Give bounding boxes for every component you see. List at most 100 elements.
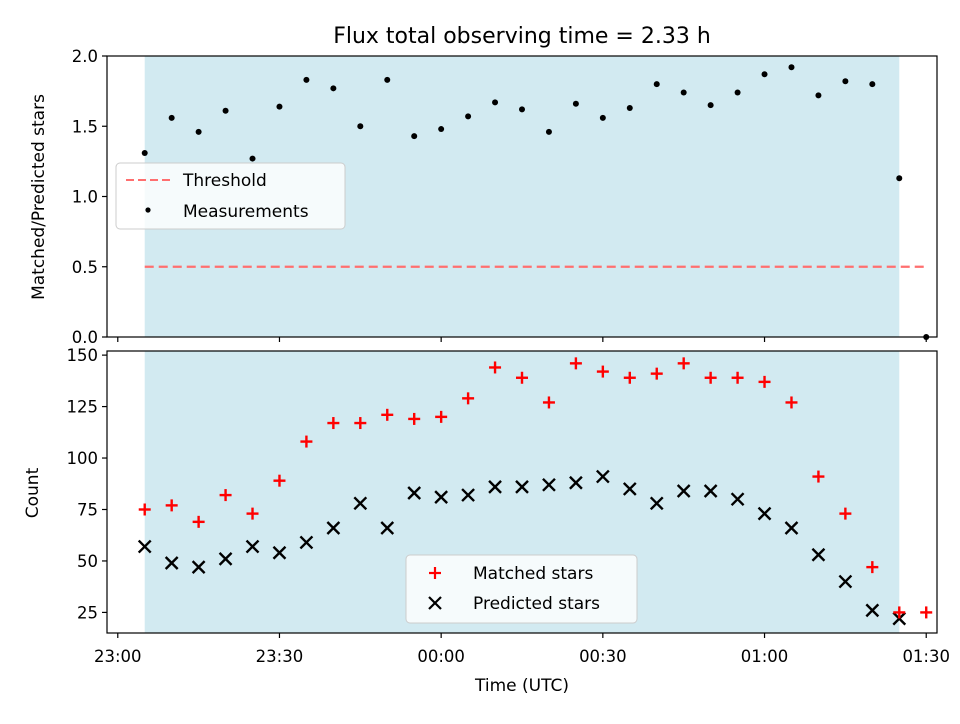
measurement-point — [842, 78, 849, 85]
predicted-star-point — [164, 556, 179, 570]
predicted-star-point — [865, 603, 880, 618]
top-x-ticks — [117, 337, 927, 342]
predicted-star-point — [380, 521, 395, 535]
legend-measurements-label: Measurements — [183, 202, 309, 222]
legend-threshold-label: Threshold — [182, 171, 267, 191]
top-y-ticks: 0.0 0.5 1.0 1.5 2.0 — [72, 47, 107, 347]
predicted-star-point — [326, 521, 341, 535]
matched-star-point — [839, 507, 852, 520]
matched-star-point — [542, 396, 555, 409]
predicted-star-point — [461, 488, 475, 502]
measurement-point — [815, 92, 822, 99]
top-y-tick-label: 1.5 — [72, 117, 98, 136]
measurement-point — [653, 81, 660, 88]
bottom-marks — [137, 357, 933, 626]
matched-star-point — [677, 357, 690, 370]
measurement-point — [869, 81, 876, 88]
predicted-star-point — [218, 552, 233, 566]
legend-matched-swatch — [429, 567, 441, 579]
top-y-axis-label: Matched/Predicted stars — [29, 94, 49, 300]
legend-predicted-label: Predicted stars — [473, 594, 600, 614]
bottom-axes-frame — [106, 350, 938, 634]
matched-star-point — [246, 507, 259, 520]
bottom-y-tick-label: 50 — [77, 552, 98, 571]
bottom-x-tick-label: 23:30 — [256, 647, 304, 666]
measurement-point — [303, 76, 310, 83]
measurement-point — [168, 114, 175, 121]
bottom-x-ticks: 23:00 23:30 00:00 00:30 01:00 01:30 — [94, 633, 950, 666]
matched-star-point — [462, 392, 475, 405]
predicted-star-point — [811, 547, 826, 562]
matched-star-point — [435, 410, 448, 423]
predicted-star-point — [191, 560, 206, 574]
measurement-point — [572, 100, 579, 107]
measurement-point — [411, 133, 418, 140]
predicted-star-point — [515, 480, 529, 494]
bottom-y-tick-label: 150 — [67, 346, 99, 365]
bottom-y-tick-label: 125 — [67, 398, 99, 417]
bottom-y-tick-label: 75 — [77, 500, 98, 519]
predicted-star-point — [703, 484, 718, 498]
measurement-point — [384, 76, 391, 83]
matched-star-point — [165, 499, 178, 512]
matched-star-point — [300, 435, 313, 448]
measurement-point — [896, 175, 903, 182]
bottom-legend-box — [405, 554, 638, 624]
matched-star-point — [920, 606, 933, 619]
predicted-star-point — [622, 482, 637, 496]
measurement-point — [519, 106, 525, 113]
top-y-tick-label: 0.0 — [72, 328, 98, 347]
matched-star-point — [650, 367, 663, 380]
top-legend: Threshold Measurements — [115, 162, 346, 230]
measurement-point — [222, 107, 229, 114]
measurement-point — [357, 123, 364, 130]
matched-star-point — [866, 561, 879, 574]
predicted-star-point — [892, 611, 907, 626]
measurement-point — [492, 99, 499, 106]
bottom-x-tick-label: 00:00 — [417, 647, 465, 666]
measurement-point — [545, 128, 552, 135]
predicted-star-point — [757, 506, 772, 521]
bottom-y-ticks: 25 50 75 100 125 150 — [67, 346, 107, 622]
matched-star-point — [219, 489, 232, 502]
measurement-point — [141, 149, 148, 156]
predicted-star-point — [784, 521, 799, 535]
legend-predicted-swatch — [428, 596, 442, 610]
measurement-point — [734, 89, 741, 96]
predicted-star-point — [245, 539, 260, 554]
matched-star-point — [138, 503, 151, 516]
predicted-star-point — [649, 496, 664, 511]
matched-star-point — [516, 371, 528, 384]
bottom-y-axis-label: Count — [23, 467, 43, 518]
measurement-point — [680, 89, 687, 96]
top-y-tick-label: 1.0 — [72, 188, 98, 207]
matched-star-point — [354, 417, 367, 430]
bottom-x-tick-label: 01:30 — [902, 647, 950, 666]
bottom-y-tick-label: 25 — [77, 603, 98, 622]
predicted-star-point — [730, 492, 745, 507]
matched-star-point — [758, 375, 771, 388]
x-axis-label: Time (UTC) — [474, 676, 569, 696]
bottom-axes: 25 50 75 100 125 150 23:00 23:30 00:00 00:30 01:0… — [23, 346, 950, 696]
predicted-star-point — [299, 535, 314, 550]
matched-star-point — [596, 365, 609, 378]
matched-star-point — [408, 412, 421, 425]
matched-star-point — [381, 408, 394, 421]
bottom-y-tick-label: 100 — [67, 449, 99, 468]
matched-star-point — [731, 371, 744, 384]
matched-star-point — [704, 371, 717, 384]
top-legend-box — [115, 162, 346, 230]
top-y-tick-label: 0.5 — [72, 258, 98, 277]
matched-star-point — [327, 417, 340, 430]
matched-star-point — [569, 357, 582, 370]
predicted-star-point — [676, 484, 691, 498]
measurement-point — [599, 114, 606, 121]
measurement-point — [761, 71, 768, 78]
measurement-point — [788, 64, 795, 71]
predicted-star-point — [407, 486, 422, 500]
chart-title: Flux total observing time = 2.33 h — [333, 24, 711, 49]
top-axes: 0.0 0.5 1.0 1.5 2.0 Flux total observing tim… — [29, 24, 938, 347]
legend-measurements-swatch — [145, 207, 151, 213]
predicted-star-point — [569, 475, 583, 490]
